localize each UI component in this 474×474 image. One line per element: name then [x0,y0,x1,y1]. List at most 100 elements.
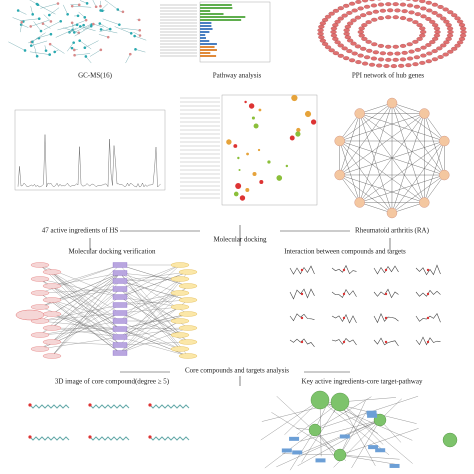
compound-node [42,353,62,359]
bar [200,22,212,24]
network-edge [33,21,42,32]
ppi-node [317,31,324,36]
ppi-node [337,16,344,21]
ppi-node [419,26,426,31]
atom [342,340,346,344]
ppi-node [445,23,452,28]
dock-edge [119,313,189,330]
bar [200,55,217,57]
ppi-node [377,43,385,48]
ppi-node [351,8,358,13]
network-node [92,22,95,26]
dock-edge [119,299,189,306]
network-node [84,18,88,22]
network-node [133,34,136,38]
atom [384,340,388,344]
ppi-node [387,8,394,13]
bubble [246,152,249,156]
network-edge [66,42,74,52]
ppi-node [324,45,332,50]
ppi-node [330,33,338,38]
pathway-edge [319,399,378,434]
pathway-edge [339,397,396,403]
network-edge [30,6,33,15]
ppi-node [346,38,354,43]
ppi-node [385,57,392,62]
hub-edge [424,174,445,203]
ppi-node [330,30,337,34]
pathway-edge [282,453,341,456]
section-title: Interaction between compounds and target… [284,248,406,256]
network-node [129,31,133,35]
network-edge [74,24,91,33]
ppi-node [454,43,461,48]
ppi-node [344,35,351,40]
network-edge [55,29,73,38]
compound-node [170,276,190,282]
ppi-node [357,6,364,11]
network-node [29,25,32,28]
network-node [73,31,76,34]
network-edge [84,40,99,48]
dock-edge [51,280,121,357]
ppi-node [372,50,380,55]
atom [148,435,152,439]
target-node [112,350,128,356]
bar [200,28,213,30]
ppi-node [425,0,432,5]
network-edge [57,24,78,31]
network-edge [12,17,24,22]
target-node [112,278,128,284]
ppi-node [425,43,432,47]
dock-edge [51,288,121,343]
ppi-node [433,33,441,38]
dock-edge [119,285,189,354]
network-edge [32,41,37,52]
dock-edge [119,288,181,350]
ppi-node [454,16,461,21]
dock-edge [119,264,181,298]
ppi-node [318,35,325,40]
dock-edge [51,341,121,346]
network-node [78,39,81,42]
target-node [289,436,300,441]
ppi-node [429,40,436,45]
atom [88,403,92,407]
ppi-node [447,30,454,34]
ppi-node [319,38,327,43]
target-node [367,413,378,418]
bar [200,52,211,54]
chromatogram [17,134,161,188]
target-node [112,342,128,348]
dock-edge [119,327,189,354]
ppi-node [459,26,467,31]
hub-edge [391,202,425,214]
hub-node [334,169,345,181]
network-node [70,4,74,8]
ppi-node [394,51,401,56]
compound-node [178,325,198,331]
network-edge [134,35,147,41]
network-node [48,13,51,17]
compound-node [170,290,190,296]
ppi-node [321,18,329,22]
network-node [37,17,41,21]
network-node [66,12,69,16]
dock-edge [119,327,189,330]
bubble [233,144,238,148]
target-node [389,463,400,468]
hub-node [334,135,345,147]
compound-node [42,325,62,331]
network-node [73,48,76,52]
network-node [99,48,103,52]
atom [28,435,32,439]
dock-edge [51,288,121,357]
ppi-node [446,26,454,31]
hub-edge [359,113,393,214]
target-node [366,410,377,415]
dock-edge [39,328,121,336]
ppi-node [420,6,427,11]
molecule [373,337,399,347]
molecule-3d [29,436,70,441]
network-node [121,10,125,14]
